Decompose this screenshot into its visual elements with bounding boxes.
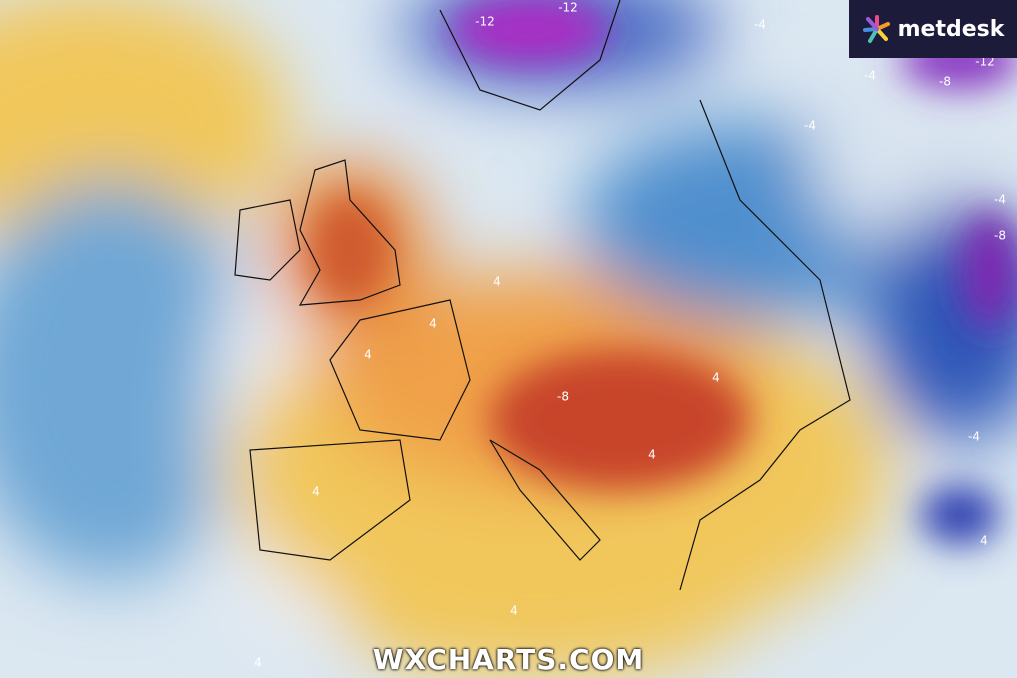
contour-label: 4 [312, 485, 320, 499]
contour-label: 4 [648, 448, 656, 462]
contour-label: 4 [980, 534, 988, 548]
contour-label: 4 [254, 656, 262, 670]
contour-label: -12 [475, 15, 495, 29]
contour-label: 4 [712, 371, 720, 385]
logo: metdesk [849, 0, 1017, 58]
contour-label: -8 [939, 75, 951, 89]
contour-label: -4 [864, 69, 876, 83]
contour-label: 4 [364, 348, 372, 362]
contour-label: 4 [510, 604, 518, 618]
watermark: WXCHARTS.COM [372, 643, 645, 676]
contour-label: -4 [968, 430, 980, 444]
coastlines [234, 0, 851, 591]
contour-label: -4 [754, 18, 766, 32]
logo-icon [862, 15, 890, 43]
contour-label: -8 [557, 390, 569, 404]
contour-label: -4 [994, 193, 1006, 207]
logo-text: metdesk [897, 16, 1005, 42]
contour-label: -12 [975, 55, 995, 69]
contour-label: -12 [558, 1, 578, 15]
contour-label: 4 [493, 275, 501, 289]
contour-label: 4 [429, 317, 437, 331]
contour-label: -8 [994, 229, 1006, 243]
contour-label: -4 [804, 119, 816, 133]
